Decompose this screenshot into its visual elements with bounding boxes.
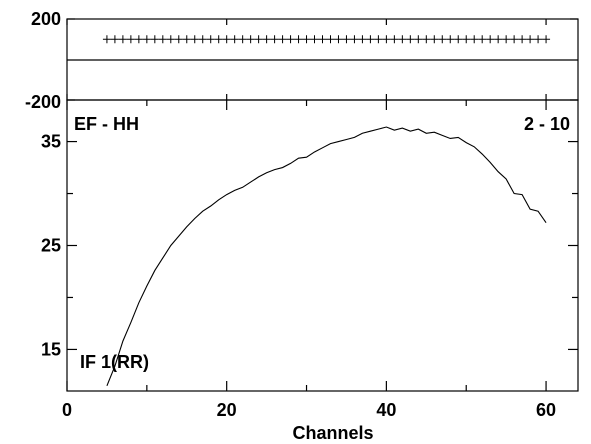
- phase-point: [390, 35, 399, 44]
- phase-point: [294, 35, 303, 44]
- phase-point: [526, 35, 535, 44]
- phase-point: [158, 35, 167, 44]
- phase-point: [518, 35, 527, 44]
- phase-point: [302, 35, 311, 44]
- phase-point: [374, 35, 383, 44]
- phase-point: [278, 35, 287, 44]
- phase-point: [430, 35, 439, 44]
- x-axis-label: Channels: [292, 423, 373, 443]
- amplitude-panel: 0 20 40 60 15 25 35 EF - HH 2 - 10 IF 1(RR) C…: [41, 99, 579, 443]
- phase-point: [502, 35, 511, 44]
- phase-point: [454, 35, 463, 44]
- phase-point: [182, 35, 191, 44]
- amplitude-panel-frame: [66, 99, 579, 392]
- amplitude-x-tick-label: 60: [536, 400, 556, 420]
- phase-point: [486, 35, 495, 44]
- phase-point: [510, 35, 519, 44]
- phase-point: [382, 35, 391, 44]
- phase-point: [462, 35, 471, 44]
- phase-point: [350, 35, 359, 44]
- phase-point: [470, 35, 479, 44]
- amplitude-series-line: [106, 126, 547, 387]
- amplitude-x-tick-label: 0: [62, 400, 72, 420]
- phase-point: [110, 35, 119, 44]
- time-range-label: 2 - 10: [524, 114, 570, 134]
- phase-point: [214, 35, 223, 44]
- phase-point: [150, 35, 159, 44]
- phase-point: [270, 35, 279, 44]
- phase-point: [286, 35, 295, 44]
- phase-point: [534, 35, 543, 44]
- phase-point: [318, 35, 327, 44]
- amplitude-x-tick-label: 40: [376, 400, 396, 420]
- phase-point: [366, 35, 375, 44]
- amplitude-y-tick-label: 15: [41, 339, 61, 359]
- phase-point: [222, 35, 231, 44]
- phase-point: [262, 35, 271, 44]
- phase-point: [206, 35, 215, 44]
- phase-point: [102, 35, 111, 44]
- phase-panel: 200 -200: [25, 9, 579, 112]
- phase-y-tick-label: 200: [31, 9, 61, 29]
- amplitude-y-tick-label: 35: [41, 132, 61, 152]
- phase-point: [310, 35, 319, 44]
- phase-point: [118, 35, 127, 44]
- phase-point: [246, 35, 255, 44]
- phase-point: [406, 35, 415, 44]
- phase-point: [134, 35, 143, 44]
- phase-point: [142, 35, 151, 44]
- phase-point: [238, 35, 247, 44]
- phase-point: [422, 35, 431, 44]
- phase-point: [446, 35, 455, 44]
- phase-point: [230, 35, 239, 44]
- phase-point: [358, 35, 367, 44]
- phase-point: [326, 35, 335, 44]
- phase-point: [478, 35, 487, 44]
- phase-point: [542, 35, 551, 44]
- phase-point: [254, 35, 263, 44]
- amplitude-y-tick-label: 25: [41, 236, 61, 256]
- phase-point: [398, 35, 407, 44]
- if-polarization-label: IF 1(RR): [80, 352, 149, 372]
- phase-point: [414, 35, 423, 44]
- phase-point: [126, 35, 135, 44]
- phase-point: [334, 35, 343, 44]
- phase-point: [342, 35, 351, 44]
- amplitude-x-tick-label: 20: [217, 400, 237, 420]
- baseline-label: EF - HH: [74, 114, 139, 134]
- phase-point: [494, 35, 503, 44]
- phase-point: [174, 35, 183, 44]
- phase-point: [190, 35, 199, 44]
- phase-point: [438, 35, 447, 44]
- phase-y-tick-label: -200: [25, 92, 61, 112]
- phase-point: [198, 35, 207, 44]
- phase-point: [166, 35, 175, 44]
